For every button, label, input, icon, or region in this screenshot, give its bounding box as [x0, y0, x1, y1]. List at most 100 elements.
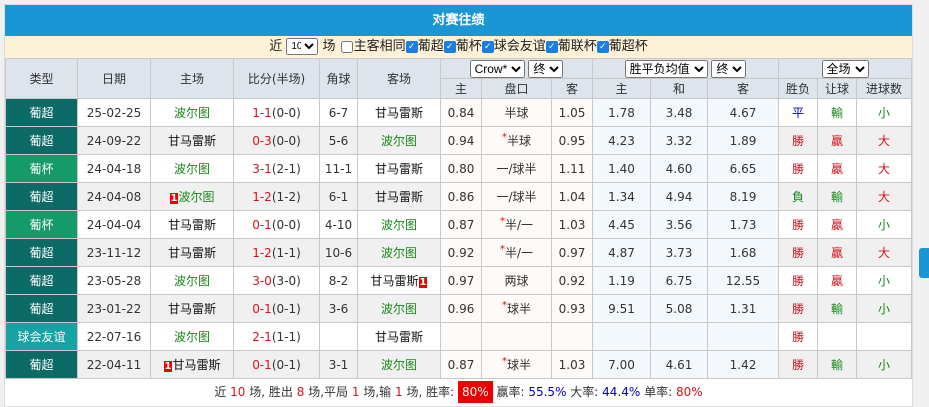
home-team[interactable]: 甘马雷斯 [150, 210, 234, 239]
odds-draw: 3.48 [650, 98, 708, 127]
home-team[interactable]: 波尔图 [150, 154, 234, 183]
score[interactable]: 0-1(0-1) [233, 294, 320, 323]
away-team[interactable]: 甘马雷斯1 [357, 266, 441, 295]
subcol-header: 进球数 [856, 78, 912, 99]
away-team[interactable]: 甘马雷斯 [357, 322, 441, 351]
away-team[interactable]: 波尔图 [357, 126, 441, 155]
league-checkbox-checked-icon[interactable]: ✓ [545, 40, 558, 53]
subcol-header: 盘口 [481, 78, 552, 99]
company-select[interactable]: Crow* [469, 59, 525, 78]
competition-type[interactable]: 葡杯 [5, 210, 78, 239]
handicap-phase-select[interactable]: 终 [528, 59, 564, 78]
scope-select[interactable]: 全场 [821, 59, 869, 78]
odds-away [706, 322, 780, 351]
away-team-name: 波尔图 [380, 134, 417, 148]
league-checkbox-checked-icon[interactable]: ✓ [596, 40, 609, 53]
away-team[interactable]: 波尔图 [357, 350, 441, 379]
home-team[interactable]: 1波尔图 [150, 182, 234, 211]
home-team[interactable]: 甘马雷斯 [150, 294, 234, 323]
away-team[interactable]: 波尔图 [357, 238, 441, 267]
competition-type[interactable]: 葡超 [5, 182, 78, 211]
handicap-line: *球半 [481, 294, 552, 323]
home-team[interactable]: 甘马雷斯 [150, 238, 234, 267]
summary-text: 赢率: [496, 385, 525, 399]
odds-draw: 4.61 [650, 350, 708, 379]
score[interactable]: 1-2(1-2) [233, 182, 320, 211]
score[interactable]: 0-1(0-1) [233, 350, 320, 379]
score[interactable]: 3-1(2-1) [233, 154, 320, 183]
competition-type[interactable]: 葡超 [5, 294, 78, 323]
home-team-name: 甘马雷斯 [167, 134, 216, 148]
odds-away: 1.68 [706, 238, 780, 267]
away-team[interactable]: 甘马雷斯 [357, 182, 441, 211]
competition-type[interactable]: 葡杯 [5, 154, 78, 183]
handicap-away-odds: 1.04 [551, 182, 593, 211]
league-checkbox-checked-icon[interactable]: ✓ [481, 40, 494, 53]
competition-type[interactable]: 葡超 [5, 350, 78, 379]
league-checkbox-checked-icon[interactable]: ✓ [443, 40, 456, 53]
full-time-score: 2-1 [252, 329, 272, 344]
subcol-header: 客 [706, 78, 780, 99]
match-row: 葡超 22-04-11 1甘马雷斯 0-1(0-1) 3-1 波尔图 0.87 … [5, 350, 912, 379]
odds-phase-select[interactable]: 终 [711, 59, 747, 78]
match-date: 22-07-16 [77, 322, 151, 351]
h2h-table: 类型 日期 主场 比分(半场) 角球 客场 Crow* 终 胜平负均值 终 全场… [5, 58, 912, 379]
away-team[interactable]: 波尔图 [357, 294, 441, 323]
home-team[interactable]: 波尔图 [150, 266, 234, 295]
handicap-result: 輸 [817, 98, 858, 127]
odds-draw: 3.56 [650, 210, 708, 239]
same-home-away-checkbox[interactable] [340, 40, 353, 53]
near-label: 近 [269, 39, 283, 54]
match-count-select[interactable]: 10 [286, 38, 319, 55]
competition-type[interactable]: 葡超 [5, 238, 78, 267]
odds-away: 4.67 [706, 98, 780, 127]
red-card-badge: 1 [163, 361, 173, 372]
score[interactable]: 1-1(0-0) [233, 98, 320, 127]
score[interactable]: 0-1(0-0) [233, 210, 320, 239]
half-time-score: (0-0) [271, 217, 301, 232]
competition-type[interactable]: 葡超 [5, 98, 78, 127]
score[interactable]: 2-1(1-1) [233, 322, 320, 351]
home-team[interactable]: 甘马雷斯 [150, 126, 234, 155]
away-team[interactable]: 甘马雷斯 [357, 98, 441, 127]
half-time-score: (0-1) [271, 301, 301, 316]
handicap-line-text: 半球 [504, 106, 529, 120]
half-time-score: (1-1) [271, 245, 301, 260]
away-team[interactable]: 波尔图 [357, 210, 441, 239]
league-checkbox-checked-icon[interactable]: ✓ [405, 40, 418, 53]
over-under-result: 小 [856, 350, 912, 379]
corners: 5-6 [319, 126, 358, 155]
odds-draw: 3.32 [650, 126, 708, 155]
summary-draws: 1 [351, 385, 360, 399]
score[interactable]: 1-2(1-1) [233, 238, 320, 267]
away-team[interactable]: 甘马雷斯 [357, 154, 441, 183]
summary-text: 场, 胜率: [406, 385, 455, 399]
win-loss-result: 勝 [778, 266, 819, 295]
away-team-name: 甘马雷斯 [374, 190, 423, 204]
corners: 6-1 [319, 182, 358, 211]
competition-type[interactable]: 葡超 [5, 266, 78, 295]
over-under-result: 大 [856, 182, 912, 211]
odds-home: 1.78 [592, 98, 651, 127]
away-team-name: 甘马雷斯 [374, 106, 423, 120]
handicap-line: 一/球半 [481, 182, 552, 211]
side-scroll-tab[interactable] [919, 248, 929, 278]
match-date: 24-04-04 [77, 210, 151, 239]
win-loss-result: 平 [778, 98, 819, 127]
handicap-away-odds: 0.97 [551, 238, 593, 267]
odds-type-select[interactable]: 胜平负均值 [624, 59, 708, 78]
odds-home: 4.45 [592, 210, 651, 239]
home-team[interactable]: 波尔图 [150, 322, 234, 351]
home-team[interactable]: 1甘马雷斯 [150, 350, 234, 379]
league-filter-label: 葡杯 [455, 39, 482, 54]
home-team[interactable]: 波尔图 [150, 98, 234, 127]
half-time-score: (1-2) [271, 189, 301, 204]
score[interactable]: 0-3(0-0) [233, 126, 320, 155]
score[interactable]: 3-0(3-0) [233, 266, 320, 295]
competition-type[interactable]: 葡超 [5, 126, 78, 155]
odd-rate: 80% [676, 385, 703, 399]
match-row: 葡杯 24-04-04 甘马雷斯 0-1(0-0) 4-10 波尔图 0.87 … [5, 210, 912, 239]
handicap-home-odds: 0.80 [440, 154, 482, 183]
col-score: 比分(半场) [233, 58, 320, 99]
competition-type[interactable]: 球会友谊 [5, 322, 78, 351]
